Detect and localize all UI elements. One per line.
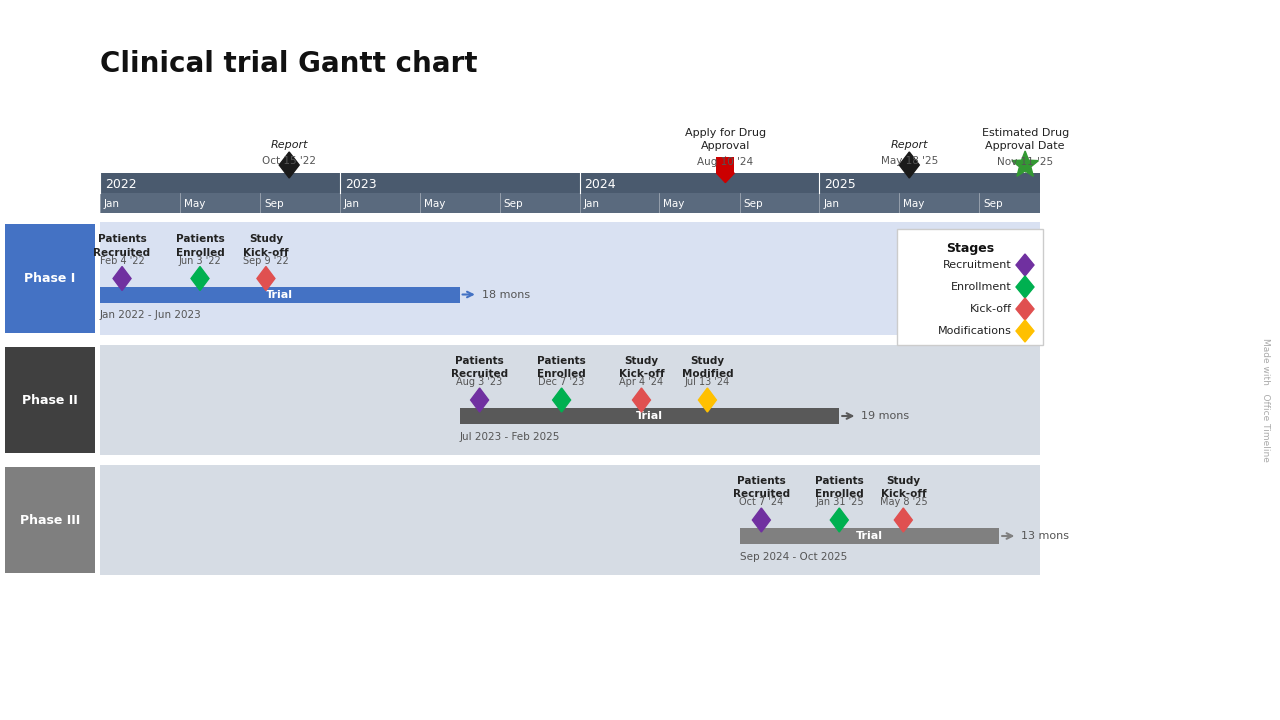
Text: Phase I: Phase I (24, 272, 76, 285)
Polygon shape (191, 266, 209, 290)
Text: Sep 9 '22: Sep 9 '22 (243, 256, 289, 266)
Text: Jan 31 '25: Jan 31 '25 (815, 497, 864, 507)
FancyBboxPatch shape (100, 173, 1039, 193)
Text: Patients
Recruited: Patients Recruited (451, 356, 508, 379)
Polygon shape (113, 266, 131, 290)
Text: Aug 10 '24: Aug 10 '24 (698, 157, 754, 167)
Text: Phase II: Phase II (22, 394, 78, 407)
Polygon shape (553, 388, 571, 412)
Text: May 8 '25: May 8 '25 (879, 497, 927, 507)
Text: Patients
Recruited: Patients Recruited (93, 234, 151, 258)
Text: Oct 7 '24: Oct 7 '24 (740, 497, 783, 507)
Text: Oct 15 '22: Oct 15 '22 (262, 156, 316, 166)
Text: Patients
Enrolled: Patients Enrolled (175, 234, 224, 258)
Polygon shape (1016, 320, 1034, 342)
Text: Jan 2022 - Jun 2023: Jan 2022 - Jun 2023 (100, 310, 202, 320)
Text: Jan: Jan (344, 199, 360, 209)
Polygon shape (900, 152, 919, 178)
Polygon shape (279, 152, 300, 178)
Text: Aug 3 '23: Aug 3 '23 (457, 377, 503, 387)
Text: Trial: Trial (266, 289, 293, 300)
Text: Clinical trial Gantt chart: Clinical trial Gantt chart (100, 50, 477, 78)
FancyBboxPatch shape (460, 408, 840, 424)
Text: 2024: 2024 (585, 178, 616, 191)
Text: Jul 2023 - Feb 2025: Jul 2023 - Feb 2025 (460, 432, 561, 442)
FancyBboxPatch shape (5, 224, 95, 333)
Text: 13 mons: 13 mons (1021, 531, 1069, 541)
Text: Patients
Enrolled: Patients Enrolled (815, 476, 864, 499)
Text: Phase III: Phase III (20, 513, 81, 526)
Text: May: May (184, 199, 205, 209)
FancyBboxPatch shape (100, 345, 1039, 455)
Text: Sep: Sep (264, 199, 284, 209)
Polygon shape (717, 173, 735, 183)
Text: Apply for Drug
Approval: Apply for Drug Approval (685, 128, 765, 151)
Text: May: May (904, 199, 924, 209)
Text: May: May (424, 199, 445, 209)
Text: Enrollment: Enrollment (951, 282, 1012, 292)
Polygon shape (699, 388, 717, 412)
Text: Jul 13 '24: Jul 13 '24 (685, 377, 730, 387)
Text: Study
Kick-off: Study Kick-off (243, 234, 289, 258)
Text: Study
Kick-off: Study Kick-off (618, 356, 664, 379)
Text: Estimated Drug
Approval Date: Estimated Drug Approval Date (982, 128, 1069, 151)
Text: Sep: Sep (744, 199, 763, 209)
Text: Sep 2024 - Oct 2025: Sep 2024 - Oct 2025 (740, 552, 847, 562)
Text: Study
Modified: Study Modified (681, 356, 733, 379)
FancyBboxPatch shape (5, 347, 95, 453)
Polygon shape (257, 266, 275, 290)
Text: Sep: Sep (504, 199, 524, 209)
Polygon shape (831, 508, 849, 532)
FancyBboxPatch shape (5, 467, 95, 573)
FancyBboxPatch shape (100, 193, 1039, 213)
Text: Patients
Recruited: Patients Recruited (732, 476, 790, 499)
Text: 2022: 2022 (105, 178, 137, 191)
FancyBboxPatch shape (897, 229, 1043, 345)
Polygon shape (471, 388, 489, 412)
Text: Patients
Enrolled: Patients Enrolled (538, 356, 586, 379)
Polygon shape (895, 508, 913, 532)
Text: 19 mons: 19 mons (861, 411, 909, 421)
Text: Jan: Jan (823, 199, 840, 209)
FancyBboxPatch shape (740, 528, 1000, 544)
Text: May: May (663, 199, 685, 209)
FancyBboxPatch shape (717, 157, 735, 173)
Text: Modifications: Modifications (938, 326, 1012, 336)
FancyBboxPatch shape (100, 222, 1039, 335)
Polygon shape (632, 388, 650, 412)
Text: Trial: Trial (636, 411, 663, 421)
Text: Apr 4 '24: Apr 4 '24 (620, 377, 663, 387)
Text: Stages: Stages (946, 242, 995, 255)
Polygon shape (1016, 254, 1034, 276)
Text: Feb 4 '22: Feb 4 '22 (100, 256, 145, 266)
Text: Jan: Jan (584, 199, 599, 209)
Text: 18 mons: 18 mons (481, 289, 530, 300)
Text: Recruitment: Recruitment (943, 260, 1012, 270)
FancyBboxPatch shape (100, 465, 1039, 575)
Text: 2025: 2025 (824, 178, 856, 191)
Text: Study
Kick-off: Study Kick-off (881, 476, 927, 499)
Text: Jun 3 '22: Jun 3 '22 (179, 256, 221, 266)
Polygon shape (1016, 298, 1034, 320)
Text: Kick-off: Kick-off (970, 304, 1012, 314)
Text: May 18 '25: May 18 '25 (881, 156, 938, 166)
Text: Trial: Trial (856, 531, 883, 541)
Text: Report: Report (891, 140, 928, 150)
Text: Nov 11 '25: Nov 11 '25 (997, 157, 1053, 167)
Text: 2023: 2023 (344, 178, 376, 191)
Text: Made with   Office Timeline: Made with Office Timeline (1261, 338, 1270, 462)
FancyBboxPatch shape (100, 287, 460, 302)
Polygon shape (1016, 276, 1034, 298)
Text: Sep: Sep (983, 199, 1004, 209)
Text: Dec 7 '23: Dec 7 '23 (539, 377, 585, 387)
Text: Report: Report (270, 140, 308, 150)
Polygon shape (1011, 151, 1038, 176)
Text: Jan: Jan (104, 199, 120, 209)
Polygon shape (753, 508, 771, 532)
